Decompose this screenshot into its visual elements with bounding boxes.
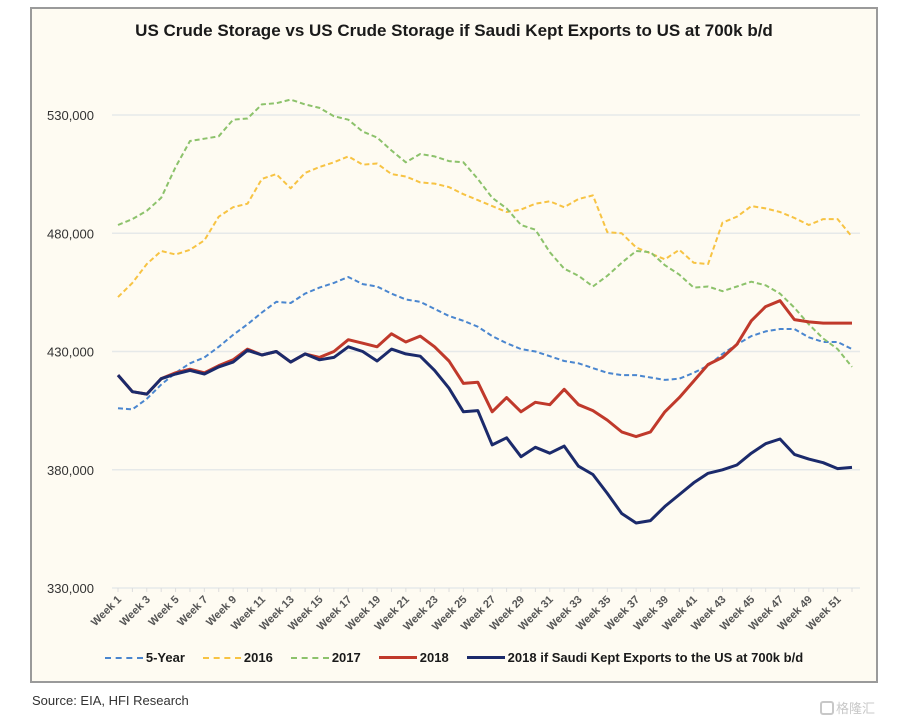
- series-line-1: [117, 155, 853, 298]
- legend-item: 2016: [202, 650, 273, 665]
- legend: 5-Year 2016 2017 2018 2018 if Saudi Kept Exp…: [30, 650, 878, 665]
- legend-item: 2017: [290, 650, 361, 665]
- legend-swatch: [290, 656, 329, 659]
- x-tick-label: Week 5: [147, 594, 182, 629]
- y-axis-ticks: 330,000 380,000 430,000 480,000 530,000: [47, 108, 94, 596]
- x-tick-label: Week 3: [118, 594, 153, 629]
- legend-swatch: [104, 656, 143, 659]
- legend-label: 5-Year: [145, 650, 185, 665]
- watermark-logo-icon: [820, 700, 834, 715]
- watermark-text: 格隆汇: [836, 701, 876, 716]
- y-tick-label: 380,000: [47, 463, 94, 478]
- chart-title-text: US Crude Storage vs US Crude Storage if …: [135, 21, 773, 40]
- x-tick-label: Week 7: [175, 594, 210, 629]
- legend-label: 2016: [243, 650, 273, 665]
- source-note: Source: EIA, HFI Research: [32, 693, 189, 708]
- series-lines: [116, 98, 853, 525]
- y-tick-label: 330,000: [47, 581, 94, 596]
- legend-label: 2018: [419, 650, 449, 665]
- legend-swatch: [378, 656, 417, 659]
- y-tick-label: 530,000: [47, 108, 94, 123]
- series-line-3: [116, 299, 852, 439]
- legend-swatch: [466, 656, 505, 659]
- legend-item: 2018 if Saudi Kept Exports to the US at …: [466, 650, 804, 665]
- series-line-4: [116, 345, 853, 525]
- legend-item: 2018: [378, 650, 449, 665]
- legend-item: 5-Year: [104, 650, 185, 665]
- series-line-0: [117, 276, 853, 411]
- gridlines: [112, 114, 860, 589]
- legend-label: 2018 if Saudi Kept Exports to the US at …: [507, 650, 804, 665]
- y-tick-label: 430,000: [47, 345, 94, 360]
- legend-swatch: [202, 656, 241, 659]
- chart-title: US Crude Storage vs US Crude Storage if …: [30, 18, 878, 43]
- x-tick-label: Week 1: [89, 594, 124, 629]
- watermark: 格隆汇: [820, 698, 875, 717]
- series-line-2: [117, 98, 853, 368]
- y-tick-label: 480,000: [47, 226, 94, 241]
- legend-label: 2017: [331, 650, 361, 665]
